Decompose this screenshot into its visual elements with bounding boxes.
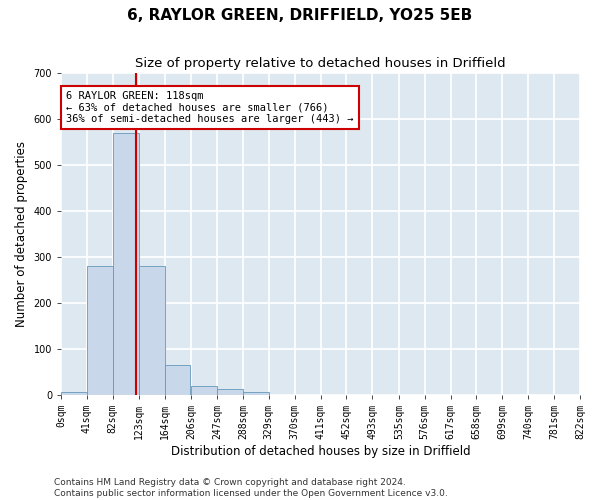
X-axis label: Distribution of detached houses by size in Driffield: Distribution of detached houses by size …	[171, 444, 470, 458]
Text: 6, RAYLOR GREEN, DRIFFIELD, YO25 5EB: 6, RAYLOR GREEN, DRIFFIELD, YO25 5EB	[127, 8, 473, 22]
Title: Size of property relative to detached houses in Driffield: Size of property relative to detached ho…	[135, 58, 506, 70]
Bar	[87, 266, 113, 394]
Bar	[191, 386, 217, 394]
Bar	[61, 392, 87, 394]
Bar	[113, 133, 139, 394]
Bar	[243, 392, 269, 394]
Text: 6 RAYLOR GREEN: 118sqm
← 63% of detached houses are smaller (766)
36% of semi-de: 6 RAYLOR GREEN: 118sqm ← 63% of detached…	[66, 90, 354, 124]
Bar	[139, 266, 164, 394]
Y-axis label: Number of detached properties: Number of detached properties	[15, 141, 28, 327]
Text: Contains HM Land Registry data © Crown copyright and database right 2024.
Contai: Contains HM Land Registry data © Crown c…	[54, 478, 448, 498]
Bar	[217, 389, 243, 394]
Bar	[164, 365, 190, 394]
